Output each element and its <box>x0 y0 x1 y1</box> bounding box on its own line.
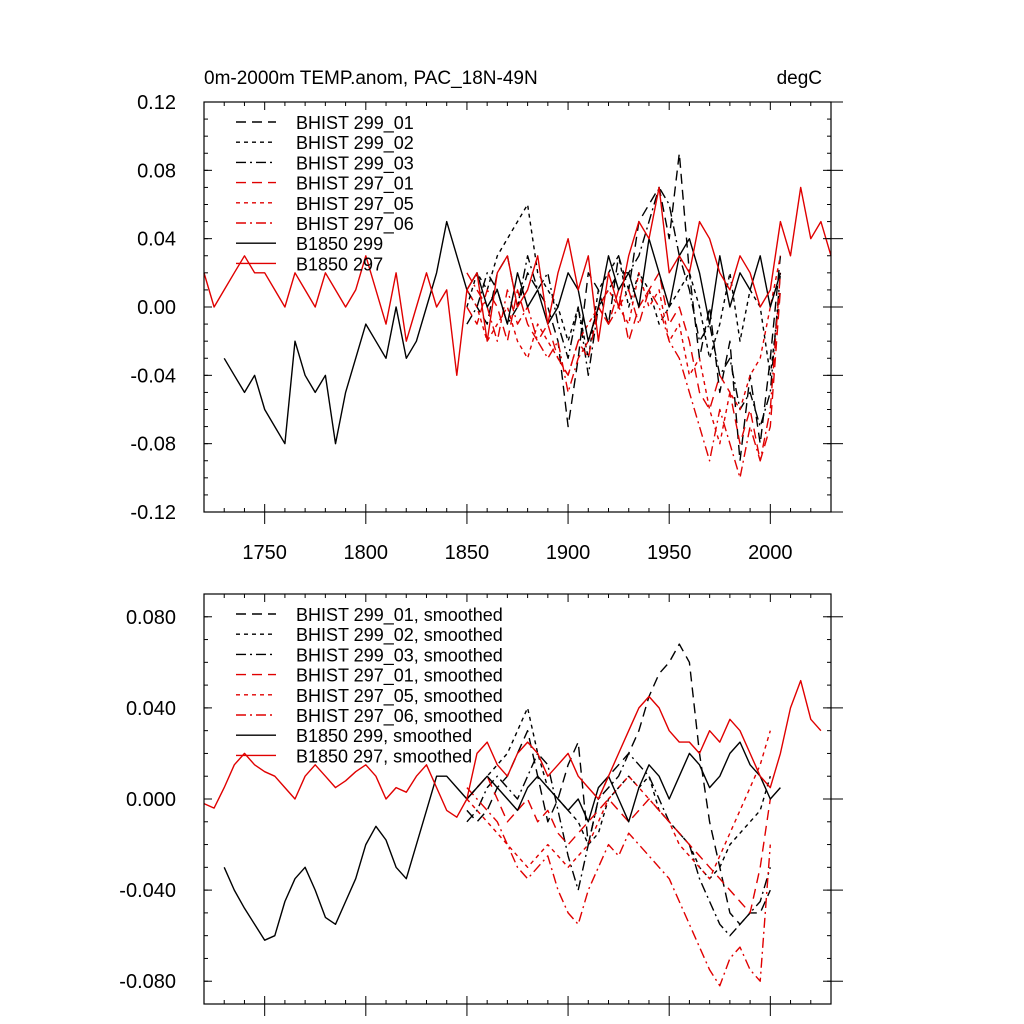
y-tick-label: 0.04 <box>137 229 176 251</box>
x-tick-label: 1850 <box>445 542 490 564</box>
top-panel-units: degC <box>777 68 822 89</box>
bottom-panel: -0.080 -0.040 0.000 0.040 0.080 BHIST 299_01… <box>119 593 843 1016</box>
series-line-b1850-297 <box>203 186 832 376</box>
y-tick-label: 0.040 <box>126 698 176 720</box>
legend-label: BHIST 297_05 <box>296 194 414 215</box>
x-tick-label: 1950 <box>647 542 692 564</box>
series-line-bhist-299-03-smoothed <box>466 752 771 937</box>
legend-label: BHIST 297_06 <box>296 214 414 235</box>
y-tick-label: -0.040 <box>119 880 176 902</box>
y-tick-label: 0.000 <box>126 789 176 811</box>
x-tick-label: 2000 <box>748 542 793 564</box>
top-panel-title: 0m-2000m TEMP.anom, PAC_18N-49N <box>204 68 538 89</box>
series-line-b1850-299 <box>223 220 782 445</box>
legend-label: B1850 297, smoothed <box>296 746 472 766</box>
y-tick-label: 0.12 <box>137 92 176 114</box>
series-line-bhist-299-01-smoothed <box>466 643 771 925</box>
legend-label: BHIST 299_03 <box>296 153 414 174</box>
y-tick-label: -0.04 <box>130 365 176 387</box>
legend-label: BHIST 299_01, smoothed <box>296 605 503 626</box>
series-line-bhist-297-05-smoothed <box>466 730 771 880</box>
legend-label: BHIST 299_02 <box>296 133 414 154</box>
legend-label: B1850 297 <box>296 254 383 274</box>
legend-label: BHIST 297_01, smoothed <box>296 666 503 687</box>
series-line-bhist-297-05 <box>466 255 782 445</box>
bottom-panel-ticks: -0.080 -0.040 0.000 0.040 0.080 <box>119 593 843 1016</box>
x-tick-label: 1750 <box>242 542 287 564</box>
legend-label: BHIST 299_02, smoothed <box>296 625 503 646</box>
bottom-panel-series <box>203 643 822 987</box>
y-tick-label: 0.080 <box>126 607 176 629</box>
top-panel-series <box>203 152 832 479</box>
series-line-bhist-297-01-smoothed <box>466 775 771 914</box>
legend-label: B1850 299 <box>296 234 383 254</box>
y-tick-label: -0.080 <box>119 971 176 993</box>
legend-label: BHIST 299_03, smoothed <box>296 645 503 666</box>
legend-label: BHIST 297_05, smoothed <box>296 686 503 707</box>
x-tick-label: 1900 <box>546 542 591 564</box>
y-tick-label: -0.12 <box>130 502 176 524</box>
y-tick-label: 0.00 <box>137 297 176 319</box>
top-panel-ticks: 1750 1800 1850 1900 1950 2000 -0.12 -0.08 -0.04 0… <box>130 92 843 564</box>
top-panel: 0m-2000m TEMP.anom, PAC_18N-49N degC 175… <box>130 68 843 564</box>
series-line-bhist-299-03 <box>466 186 782 428</box>
legend-label: BHIST 297_01 <box>296 174 414 195</box>
series-line-b1850-299-smoothed <box>223 741 781 941</box>
y-tick-label: 0.08 <box>137 160 176 182</box>
y-tick-label: -0.08 <box>130 434 176 456</box>
series-line-bhist-297-06 <box>466 272 782 479</box>
legend-label: BHIST 299_01 <box>296 113 414 134</box>
x-tick-label: 1800 <box>344 542 389 564</box>
legend-label: B1850 299, smoothed <box>296 726 472 746</box>
series-line-bhist-297-06-smoothed <box>466 787 771 987</box>
series-line-b1850-297-smoothed <box>203 679 822 818</box>
legend-label: BHIST 297_06, smoothed <box>296 706 503 727</box>
series-line-bhist-299-02-smoothed <box>466 707 771 880</box>
